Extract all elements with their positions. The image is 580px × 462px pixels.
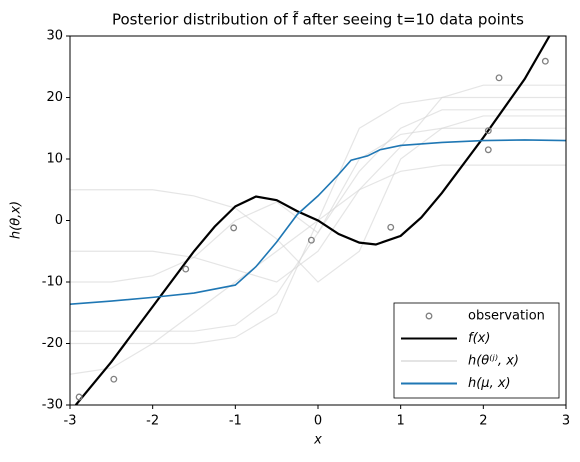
observation-point: [230, 224, 238, 232]
series-line: [74, 36, 551, 405]
legend-marker: [425, 312, 433, 320]
sample-line: [70, 115, 566, 283]
observation-point: [75, 393, 83, 401]
x-tick-label: 0: [314, 414, 322, 429]
legend-label: h(θ⁽ʲ⁾, x): [468, 354, 519, 369]
x-tick-label: -1: [229, 414, 242, 429]
legend-label: h(μ, x): [468, 376, 511, 391]
observation-point: [307, 236, 315, 244]
sample-line: [70, 127, 566, 283]
observation-point: [495, 74, 503, 82]
legend-box: [393, 302, 560, 399]
observation-point: [541, 57, 549, 65]
chart-title: Posterior distribution of f̃ after seein…: [112, 10, 524, 29]
y-axis-label: h(θ,x): [9, 201, 24, 239]
legend-label: observation: [468, 309, 545, 324]
y-tick-label: 10: [46, 152, 63, 167]
y-tick-label: 0: [55, 213, 63, 228]
x-tick-label: -3: [64, 414, 77, 429]
legend-label: f(x): [468, 331, 490, 346]
sample-line: [70, 84, 566, 283]
x-tick-label: -2: [146, 414, 159, 429]
observation-point: [484, 127, 492, 135]
series-line: [70, 139, 566, 305]
plot-area: [70, 36, 566, 405]
legend: observation f(x) h(θ⁽ʲ⁾, x) h(μ, x): [393, 302, 560, 399]
y-tick-label: 20: [46, 90, 63, 105]
y-tick-label: -10: [42, 275, 63, 290]
y-tick-label: 30: [46, 29, 63, 44]
x-tick-label: 1: [397, 414, 405, 429]
observation-point: [110, 375, 118, 383]
observation-point: [484, 146, 492, 154]
observation-point: [387, 223, 395, 231]
observation-point: [182, 265, 190, 273]
x-axis-label: x: [313, 433, 322, 448]
x-tick-label: 3: [562, 414, 570, 429]
y-tick-label: -20: [42, 336, 63, 351]
x-tick-label: 2: [479, 414, 487, 429]
y-tick-label: -30: [42, 398, 63, 413]
